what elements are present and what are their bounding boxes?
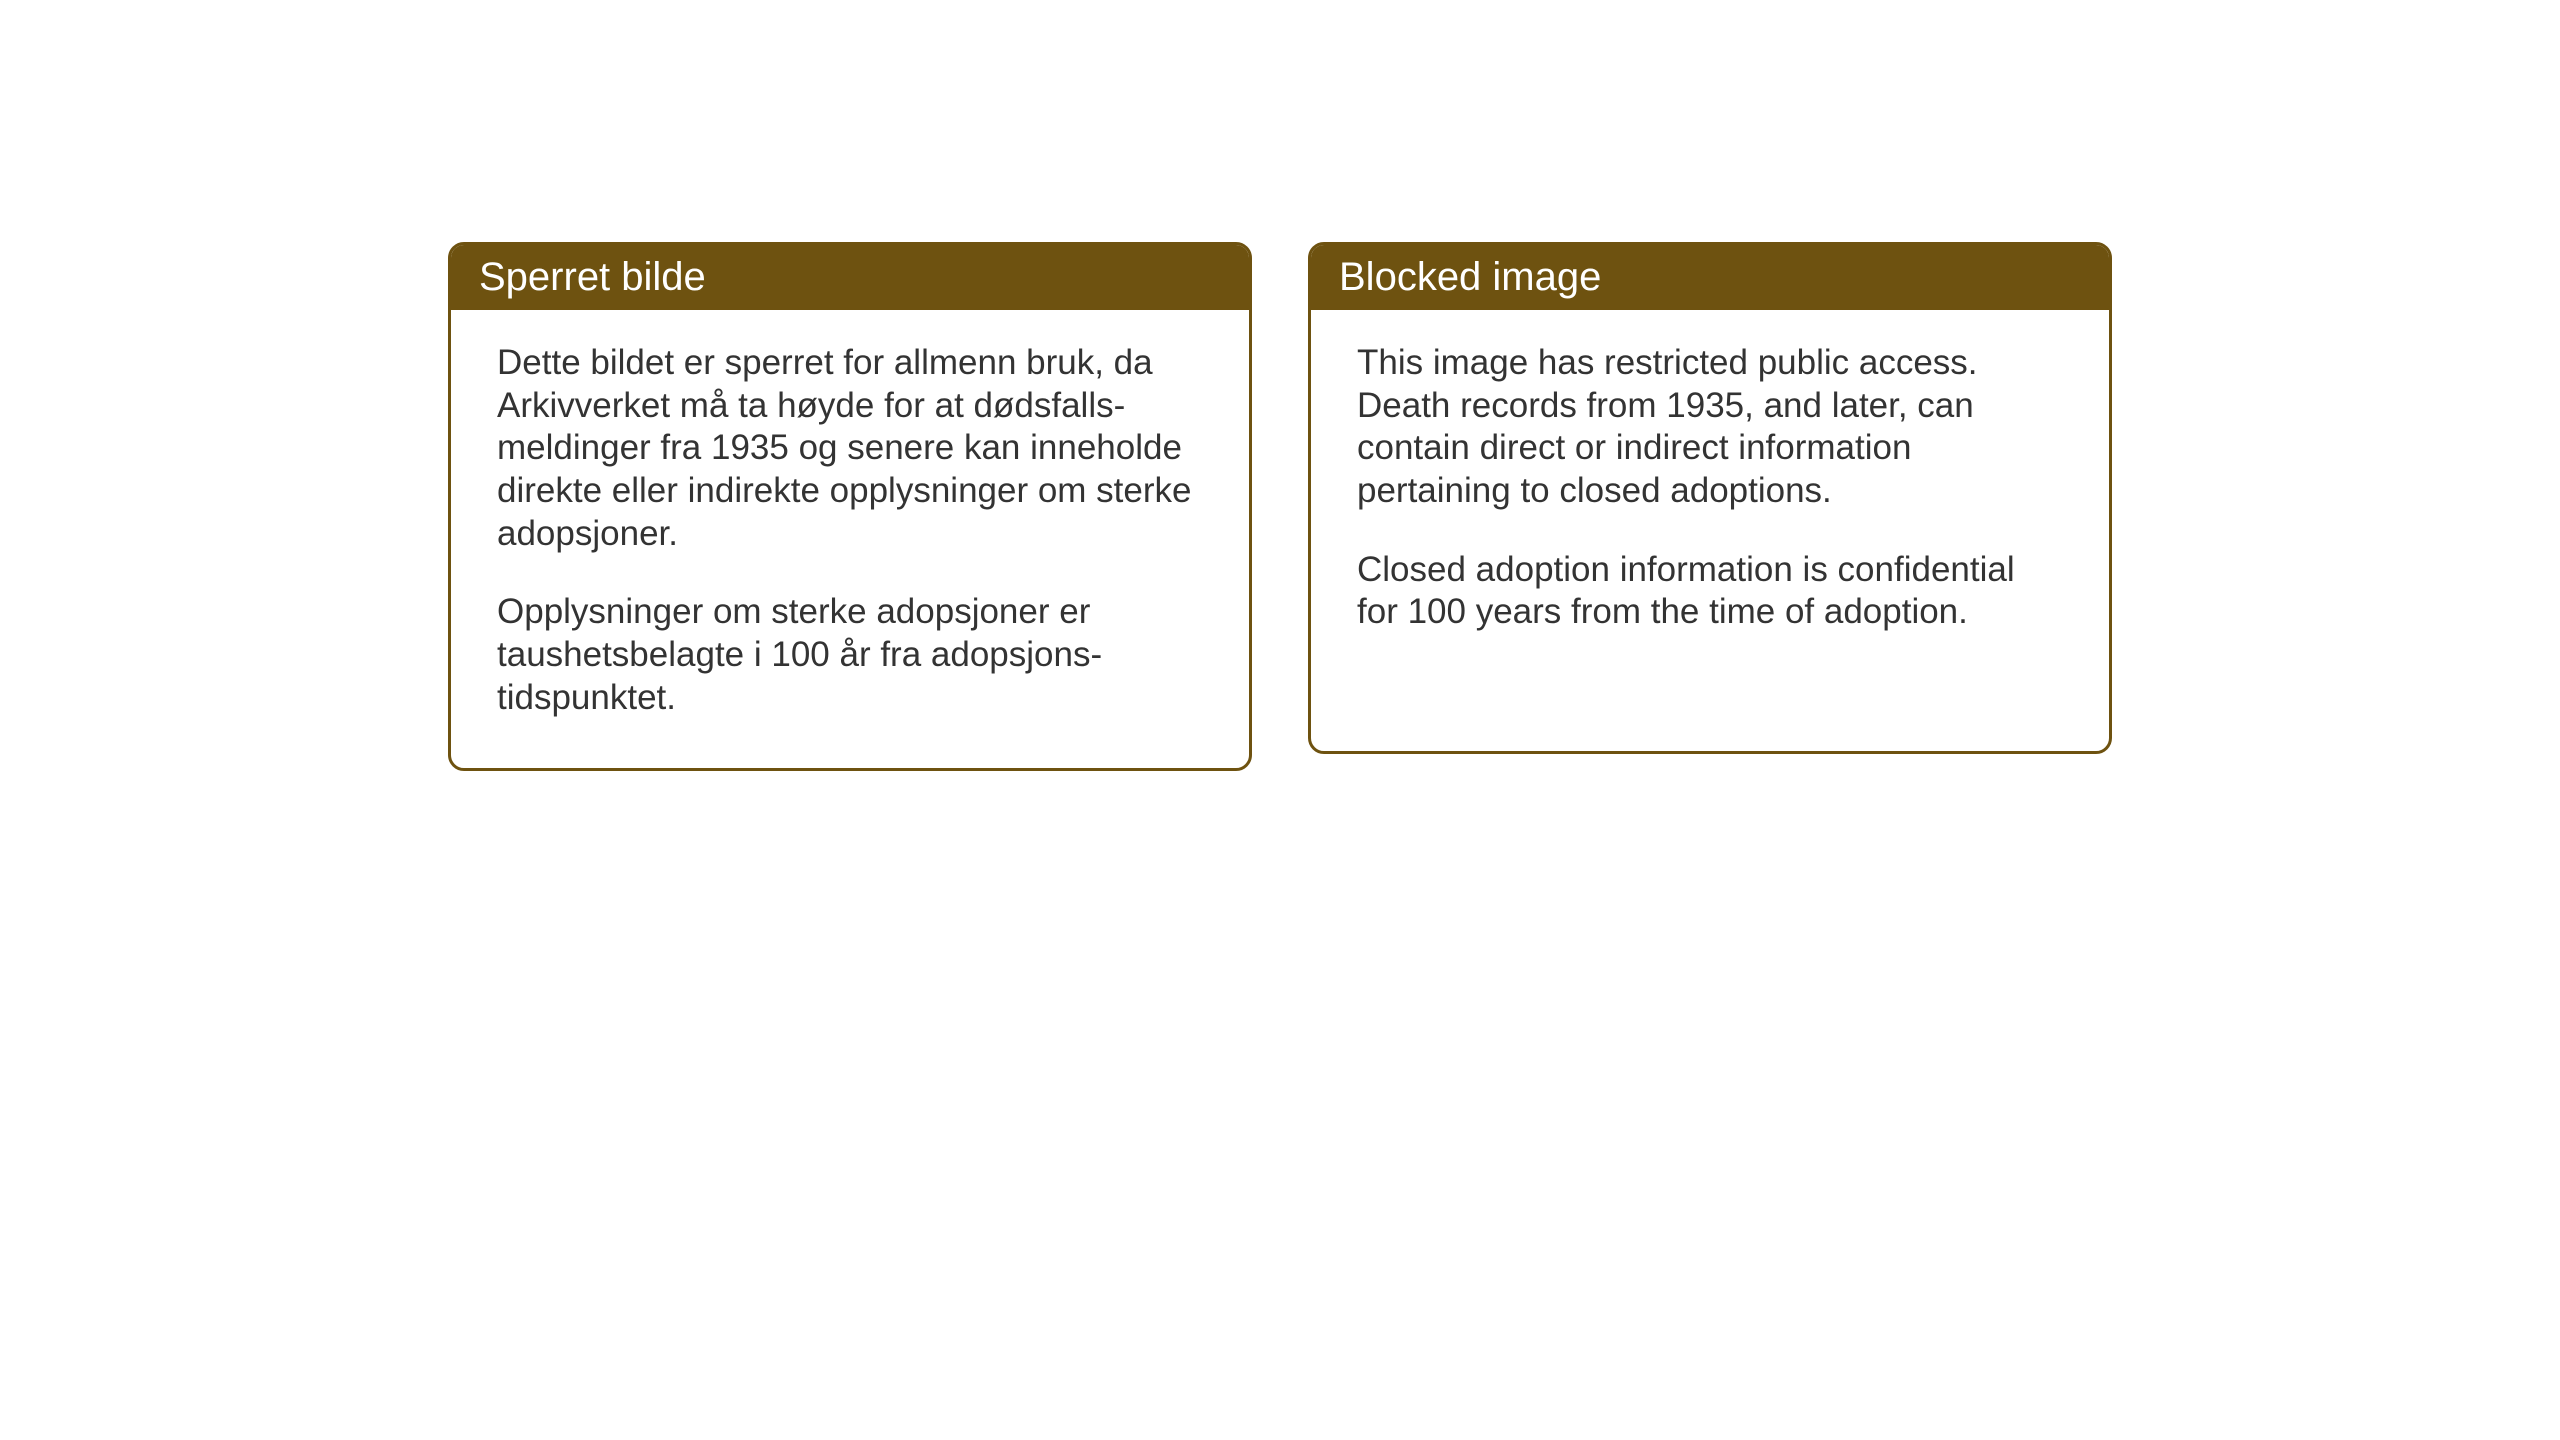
cards-container: Sperret bilde Dette bildet er sperret fo… (448, 242, 2112, 771)
norwegian-paragraph-1: Dette bildet er sperret for allmenn bruk… (497, 342, 1203, 555)
norwegian-card-body: Dette bildet er sperret for allmenn bruk… (451, 310, 1249, 768)
english-paragraph-1: This image has restricted public access.… (1357, 342, 2063, 513)
norwegian-card: Sperret bilde Dette bildet er sperret fo… (448, 242, 1252, 771)
english-paragraph-2: Closed adoption information is confident… (1357, 549, 2063, 634)
english-card-body: This image has restricted public access.… (1311, 310, 2109, 682)
english-card-title: Blocked image (1339, 255, 1601, 299)
english-card-header: Blocked image (1311, 245, 2109, 310)
norwegian-card-header: Sperret bilde (451, 245, 1249, 310)
norwegian-card-title: Sperret bilde (479, 255, 706, 299)
english-card: Blocked image This image has restricted … (1308, 242, 2112, 754)
norwegian-paragraph-2: Opplysninger om sterke adopsjoner er tau… (497, 591, 1203, 719)
